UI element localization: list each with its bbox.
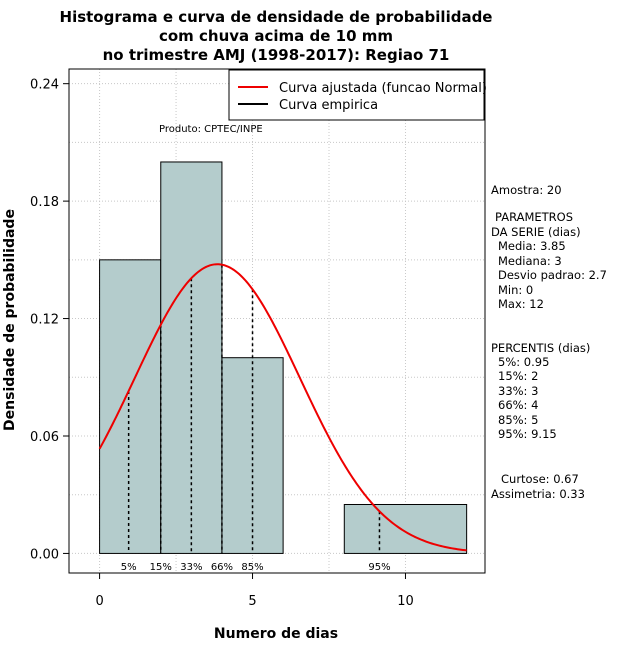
bars-layer	[99, 161, 468, 554]
histogram-bar	[221, 357, 284, 554]
percentile-label: 66%	[211, 562, 233, 573]
stats-pct-66: 66%: 4	[498, 398, 538, 412]
plot-frame	[68, 68, 486, 574]
percentile-label: 85%	[241, 562, 263, 573]
x-axis-label: Numero de dias	[214, 626, 338, 642]
stats-assimetria: Assimetria: 0.33	[491, 487, 585, 501]
x-tick-label: 0	[95, 594, 103, 609]
y-tick-label: 0.12	[30, 313, 59, 328]
y-axis-label: Densidade de probabilidade	[2, 209, 18, 431]
stats-params-title-1: PARAMETROS	[495, 210, 573, 224]
stats-param-min: Min: 0	[498, 283, 533, 297]
product-label: Produto: CPTEC/INPE	[159, 124, 263, 135]
legend-box	[228, 69, 485, 121]
y-tick-label: 0.00	[30, 547, 59, 562]
y-tick-label: 0.06	[30, 430, 59, 445]
legend-label-fitted: Curva ajustada (funcao Normal)	[279, 81, 487, 96]
stats-params-title-2: DA SERIE (dias)	[491, 225, 581, 239]
x-tick-label: 10	[397, 594, 414, 609]
histogram-bar	[343, 503, 468, 554]
histogram-bar	[99, 259, 162, 554]
stats-sample: Amostra: 20	[491, 183, 562, 197]
legend: Curva ajustada (funcao Normal) Curva emp…	[228, 69, 487, 121]
percentile-label: 33%	[180, 562, 202, 573]
percentile-label: 5%	[121, 562, 137, 573]
fitted-normal-curve	[98, 263, 467, 552]
percentile-label: 15%	[150, 562, 172, 573]
chart-title-line-1: Histograma e curva de densidade de proba…	[60, 8, 493, 26]
y-tick-label: 0.24	[30, 78, 59, 93]
stats-curtose: Curtose: 0.67	[501, 472, 579, 486]
percentile-lines-layer: 5% 15% 33% 66% 85% 95%	[121, 264, 391, 573]
stats-pct-15: 15%: 2	[498, 369, 538, 383]
stats-param-mediana: Mediana: 3	[498, 254, 562, 268]
stats-pct-95: 95%: 9.15	[498, 427, 557, 441]
stats-pct-33: 33%: 3	[498, 384, 538, 398]
chart-title-line-3: no trimestre AMJ (1998-2017): Regiao 71	[103, 46, 450, 64]
stats-pct-5: 5%: 0.95	[498, 355, 549, 369]
x-tick-label: 5	[248, 594, 256, 609]
stats-pct-85: 85%: 5	[498, 413, 538, 427]
curve-layer	[98, 263, 467, 552]
chart-title-line-2: com chuva acima de 10 mm	[159, 27, 393, 45]
percentile-label: 95%	[368, 562, 390, 573]
axis-layer: 0.00 0.06 0.12 0.18 0.24 0 5 10	[30, 78, 414, 609]
legend-label-empirical: Curva empirica	[279, 98, 378, 113]
stats-param-media: Media: 3.85	[498, 239, 566, 253]
stats-percentis-title: PERCENTIS (dias)	[491, 341, 590, 355]
stats-panel: Amostra: 20 PARAMETROS DA SERIE (dias) M…	[491, 183, 607, 501]
stats-param-max: Max: 12	[498, 297, 544, 311]
stats-param-desvio: Desvio padrao: 2.7	[498, 268, 607, 282]
y-tick-label: 0.18	[30, 195, 59, 210]
